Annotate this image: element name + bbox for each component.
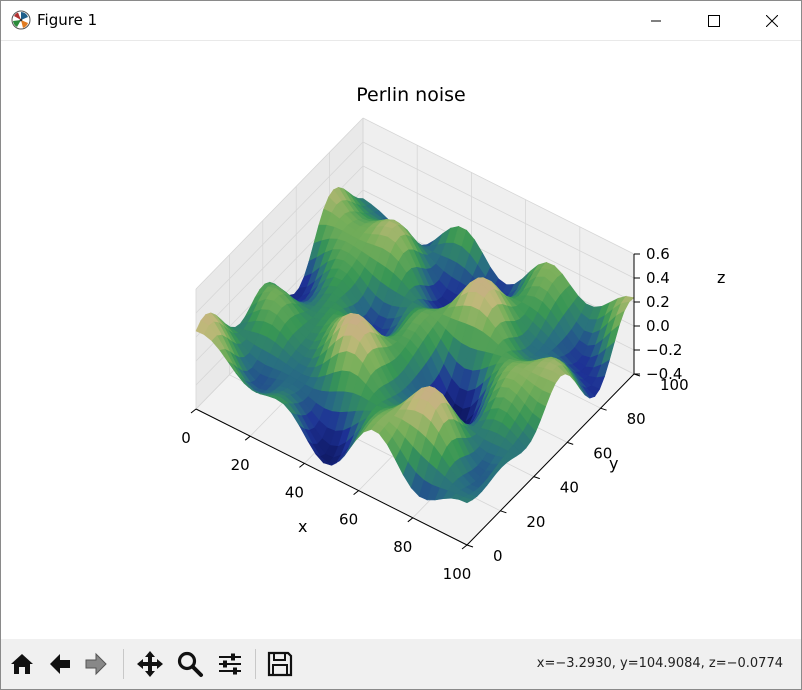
y-tick-label: 80	[627, 410, 646, 428]
toolbar-separator	[255, 649, 256, 679]
x-tick-label: 40	[285, 483, 304, 501]
x-tick-label: 60	[339, 511, 358, 529]
x-tick-mark	[407, 517, 414, 523]
forward-button[interactable]	[79, 647, 113, 681]
x-tick-label: 100	[443, 565, 472, 583]
minimize-icon	[651, 20, 661, 21]
z-tick-label: 0.6	[646, 245, 670, 263]
surface-plot[interactable]: Perlin noise 020406080100020406080100−0.…	[1, 41, 801, 639]
configure-subplots-button[interactable]	[213, 647, 247, 681]
configure-subplots-icon	[219, 653, 241, 675]
save-icon	[267, 651, 293, 677]
y-axis-line	[466, 373, 635, 546]
x-tick-mark	[190, 408, 197, 414]
gridline-z	[362, 165, 635, 303]
axes-lines	[195, 254, 635, 546]
y-tick-mark	[533, 476, 540, 480]
home-button[interactable]	[5, 647, 39, 681]
gridline-z	[195, 141, 364, 314]
x-axis-label: x	[298, 517, 307, 536]
y-tick-mark	[500, 510, 507, 514]
window-title: Figure 1	[37, 11, 98, 29]
surface-patch	[458, 496, 473, 504]
matplotlib-logo-icon	[11, 10, 31, 30]
zoom-icon	[177, 651, 203, 677]
y-axis-label: y	[609, 454, 618, 473]
z-tick-label: 0.0	[646, 317, 670, 335]
x-tick-label: 0	[181, 429, 191, 447]
y-tick-mark	[567, 441, 574, 445]
maximize-icon	[708, 14, 720, 27]
title-bar[interactable]: Figure 1	[1, 1, 801, 41]
tick-labels: 020406080100020406080100−0.4−0.20.00.20.…	[181, 245, 688, 583]
minimize-button[interactable]	[627, 1, 685, 40]
x-tick-mark	[299, 463, 305, 468]
z-tick-label: −0.2	[646, 341, 682, 359]
close-icon	[766, 14, 778, 27]
home-icon	[11, 654, 33, 674]
figure-canvas[interactable]: Perlin noise 0 20 40 60 80 100 0 20 40 60 80 100 −0.…	[1, 41, 801, 639]
z-tick-label: 0.2	[646, 293, 670, 311]
y-tick-label: 40	[560, 479, 579, 497]
x-tick-mark	[461, 544, 468, 550]
gridline-z	[362, 189, 635, 327]
surface-mesh	[195, 186, 635, 504]
chart-title: Perlin noise	[356, 84, 465, 106]
z-tick-label: −0.4	[646, 365, 682, 383]
x-tick-label: 80	[393, 538, 412, 556]
forward-arrow-icon	[85, 652, 107, 676]
zoom-button[interactable]	[173, 647, 207, 681]
gridline-z	[362, 117, 635, 255]
x-axis-line	[195, 408, 468, 546]
toolbar-separator	[123, 649, 124, 679]
back-button[interactable]	[43, 647, 77, 681]
y-tick-label: 60	[593, 444, 612, 462]
save-button[interactable]	[263, 647, 297, 681]
y-tick-label: 20	[526, 513, 545, 531]
y-tick-label: 0	[493, 547, 503, 565]
z-axis-label: z	[717, 268, 725, 287]
cursor-coordinates: x=−3.2930, y=104.9084, z=−0.0774	[536, 656, 783, 671]
back-arrow-icon	[50, 654, 70, 674]
x-tick-mark	[244, 435, 251, 441]
y-tick-mark	[466, 544, 474, 548]
gridline-z	[362, 141, 635, 279]
close-button[interactable]	[743, 1, 801, 40]
x-tick-mark	[353, 490, 359, 495]
z-tick-label: 0.4	[646, 269, 670, 287]
navigation-toolbar: x=−3.2930, y=104.9084, z=−0.0774	[1, 639, 801, 689]
gridline-z	[195, 117, 364, 290]
pan-icon	[137, 651, 163, 677]
maximize-button[interactable]	[685, 1, 743, 40]
x-tick-label: 20	[231, 456, 250, 474]
y-tick-label: 100	[660, 376, 689, 394]
pan-button[interactable]	[133, 647, 167, 681]
y-tick-mark	[600, 407, 607, 411]
